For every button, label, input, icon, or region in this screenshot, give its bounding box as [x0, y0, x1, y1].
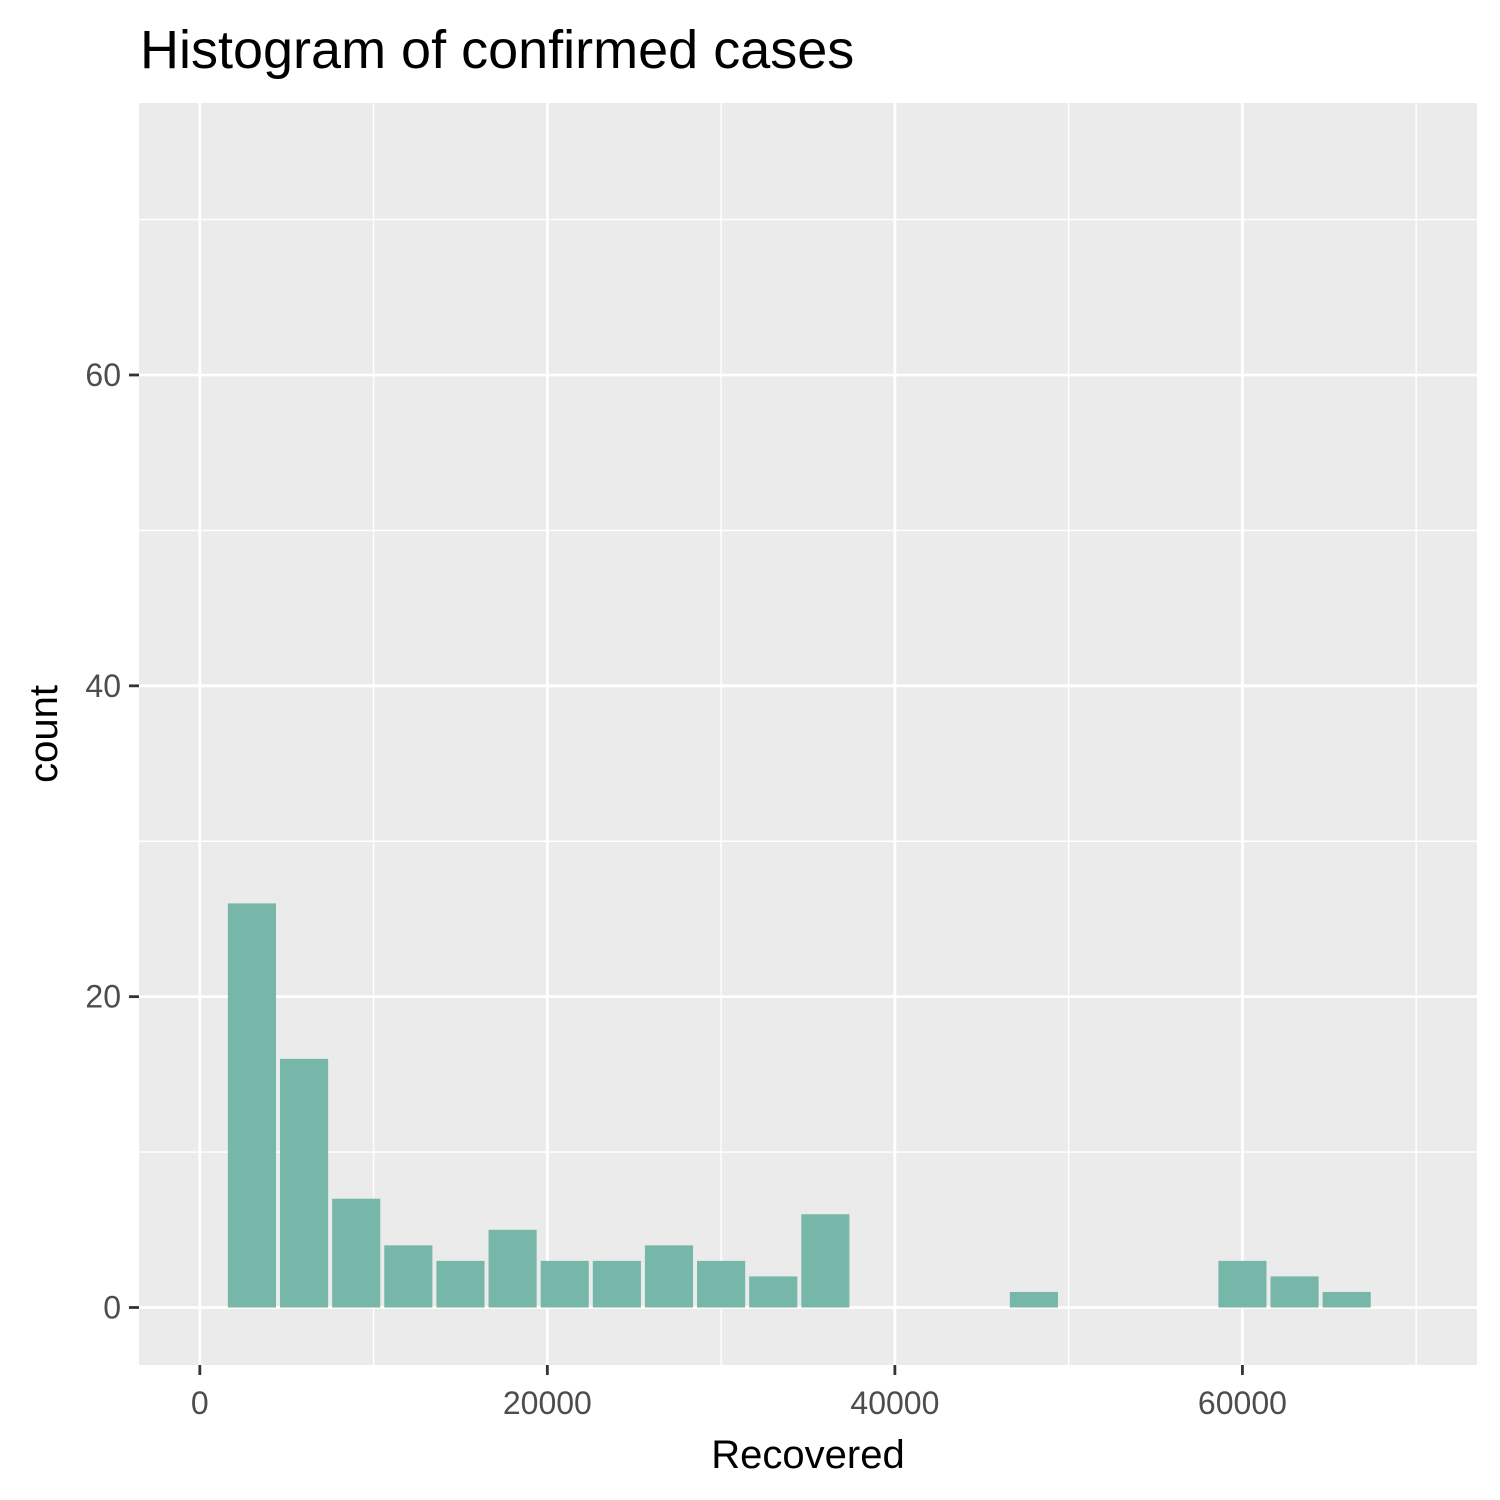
x-tick-label-1: 20000: [503, 1385, 592, 1421]
histogram-bar-2: [332, 1198, 381, 1308]
histogram-bar-7: [592, 1260, 641, 1308]
histogram-bar-8: [644, 1245, 694, 1308]
x-tick-label-3: 60000: [1198, 1385, 1287, 1421]
histogram-bar-0: [227, 903, 277, 1308]
plot-panel: [139, 103, 1477, 1365]
histogram-bar-20: [1270, 1276, 1319, 1308]
histogram-bar-10: [749, 1276, 798, 1308]
histogram-bar-9: [697, 1260, 746, 1308]
y-tick-label-0: 0: [103, 1289, 121, 1325]
minor-gridlines: [139, 103, 1477, 1365]
histogram-bar-6: [540, 1260, 589, 1308]
histogram-bar-1: [280, 1058, 329, 1308]
histogram-bar-21: [1322, 1291, 1371, 1308]
histogram-bar-3: [384, 1245, 433, 1308]
x-axis: 0 20000 40000 60000: [191, 1365, 1287, 1421]
histogram-bar-11: [801, 1214, 850, 1308]
histogram-bar-15: [1009, 1291, 1058, 1308]
y-axis: 0 20 40 60: [85, 357, 139, 1325]
histogram-bar-5: [488, 1229, 537, 1308]
x-tick-label-0: 0: [191, 1385, 209, 1421]
y-axis-title: count: [22, 685, 66, 783]
y-tick-label-2: 40: [85, 668, 121, 704]
y-tick-label-3: 60: [85, 357, 121, 393]
y-tick-label-1: 20: [85, 979, 121, 1015]
x-tick-label-2: 40000: [850, 1385, 939, 1421]
histogram-bar-19: [1218, 1260, 1267, 1308]
histogram-bars: [227, 903, 1371, 1308]
chart-title: Histogram of confirmed cases: [140, 20, 854, 80]
x-axis-title: Recovered: [711, 1433, 904, 1477]
histogram-bar-4: [436, 1260, 485, 1308]
